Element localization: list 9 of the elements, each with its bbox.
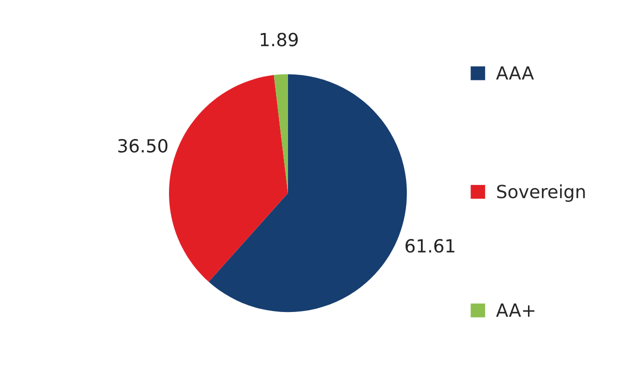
- data-label: 61.61: [406, 239, 454, 253]
- pie-slice: [274, 74, 288, 194]
- pie-slice: [208, 74, 407, 312]
- legend-label: AAA: [496, 66, 534, 80]
- legend-label: Sovereign: [497, 184, 585, 202]
- data-label: 1.89: [260, 32, 298, 46]
- pie-slice: [169, 75, 288, 282]
- data-label: 36.50: [118, 138, 168, 153]
- legend-label: AA+: [496, 304, 534, 317]
